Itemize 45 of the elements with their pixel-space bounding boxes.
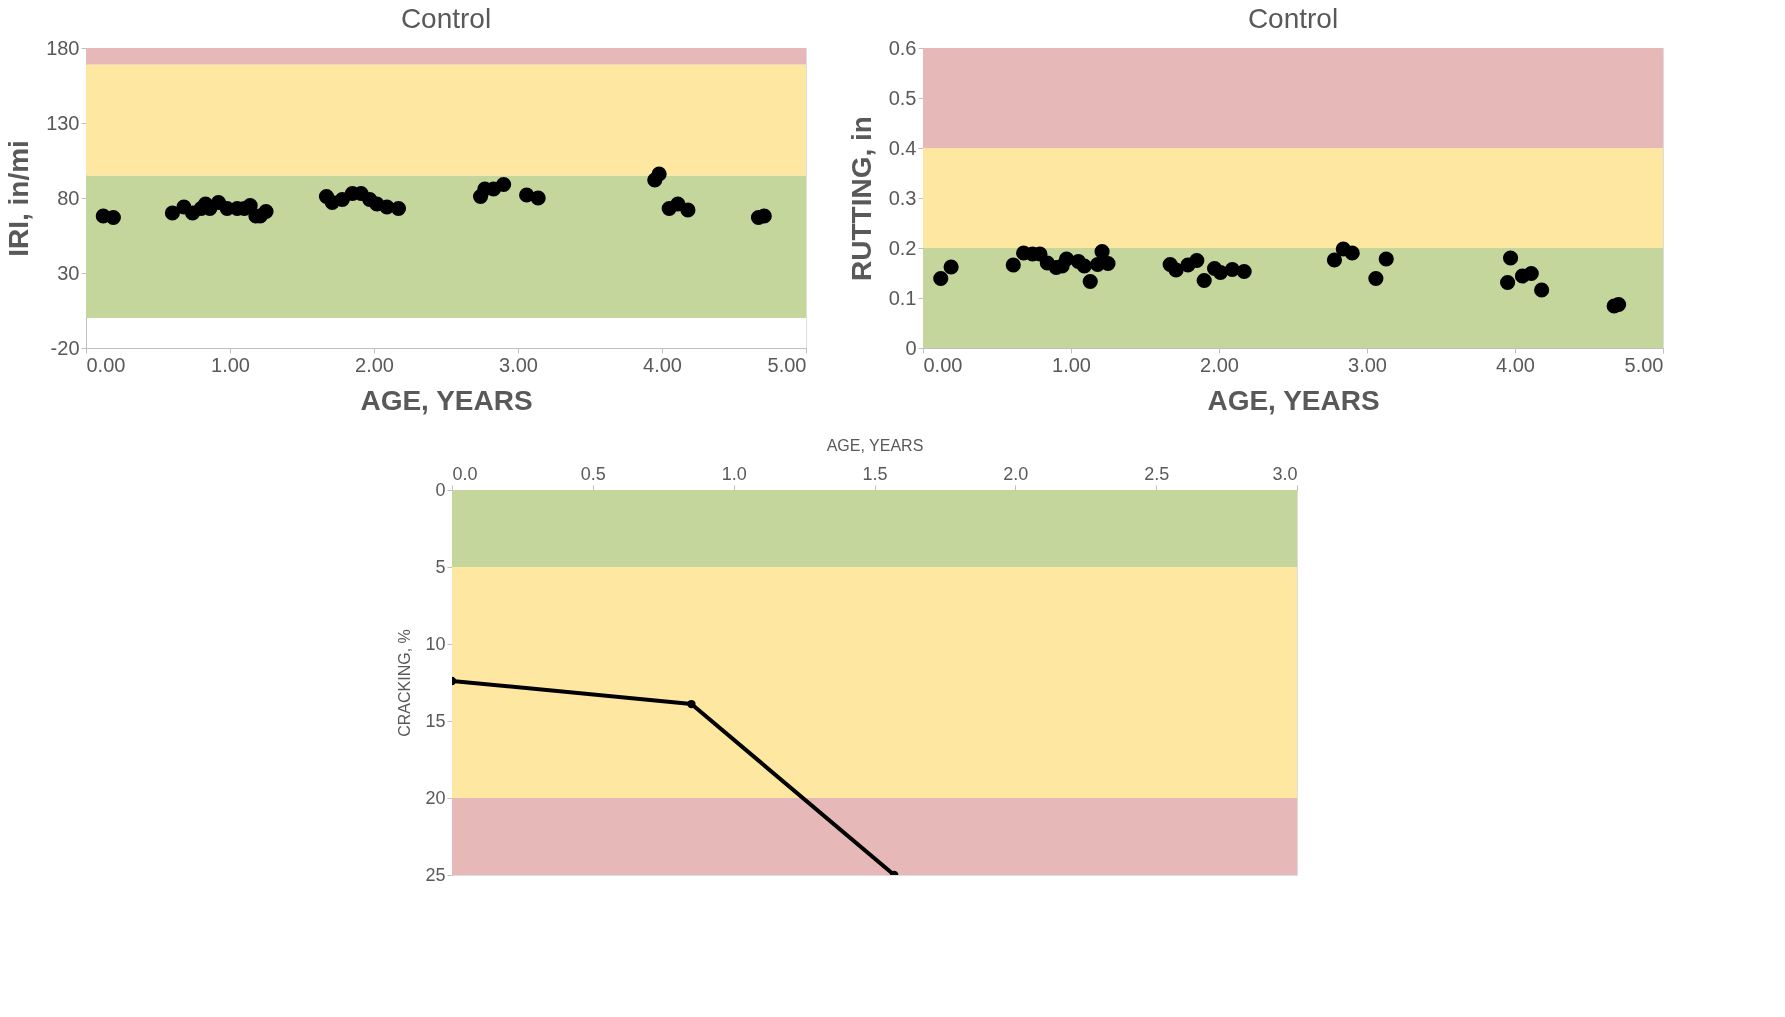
x-tick-label: 4.00: [643, 353, 682, 376]
x-tick-label: 3.00: [499, 353, 538, 376]
x-tick-label: 4.00: [1496, 353, 1535, 376]
x-tick-label: 2.5: [1144, 463, 1170, 484]
x-tick-label: 0.00: [923, 353, 963, 376]
y-tick-label: 0: [905, 336, 917, 359]
y-tick-label: 80: [57, 186, 80, 209]
y-tick-label: -20: [50, 336, 80, 359]
y-tick-label: 20: [425, 787, 446, 808]
chart-title: Control: [400, 3, 492, 34]
x-tick-label: 2.00: [355, 353, 394, 376]
y-tick-label: 25: [425, 864, 446, 885]
y-tick-label: 5: [435, 556, 446, 577]
x-tick-label: 1.00: [1052, 353, 1091, 376]
y-tick-label: 0.1: [888, 286, 917, 309]
x-tick-label: 1.00: [211, 353, 250, 376]
x-tick-label: 0.0: [452, 463, 478, 484]
y-axis-title: IRI, in/mi: [3, 140, 35, 257]
y-tick-label: 130: [46, 111, 80, 134]
x-tick-label: 3.00: [1348, 353, 1387, 376]
y-axis-title: RUTTING, in: [845, 116, 877, 281]
y-tick-label: 0.4: [888, 136, 917, 159]
chart-title: Control: [1247, 3, 1339, 34]
x-tick-label: 2.00: [1200, 353, 1239, 376]
y-tick-label: 15: [425, 710, 446, 731]
x-axis-title: AGE, YEARS: [826, 436, 924, 454]
x-tick-label: 1.5: [862, 463, 888, 484]
x-tick-label: 0.00: [86, 353, 126, 376]
y-tick-label: 0: [435, 479, 446, 500]
y-tick-label: 30: [57, 261, 80, 284]
x-tick-label: 5.00: [767, 353, 807, 376]
y-tick-label: 180: [46, 36, 80, 59]
y-tick-label: 0.5: [888, 86, 917, 109]
y-tick-label: 10: [425, 633, 446, 654]
x-tick-label: 2.0: [1003, 463, 1029, 484]
x-axis-title: AGE, YEARS: [360, 384, 533, 416]
y-tick-label: 0.2: [888, 236, 917, 259]
x-tick-label: 0.5: [580, 463, 606, 484]
y-axis-title: CRACKING, %: [396, 629, 414, 737]
y-tick-label: 0.6: [888, 36, 917, 59]
x-tick-label: 5.00: [1624, 353, 1664, 376]
x-axis-title: AGE, YEARS: [1207, 384, 1380, 416]
x-tick-label: 1.0: [721, 463, 747, 484]
x-tick-label: 3.0: [1272, 463, 1298, 484]
y-tick-label: 0.3: [888, 186, 917, 209]
